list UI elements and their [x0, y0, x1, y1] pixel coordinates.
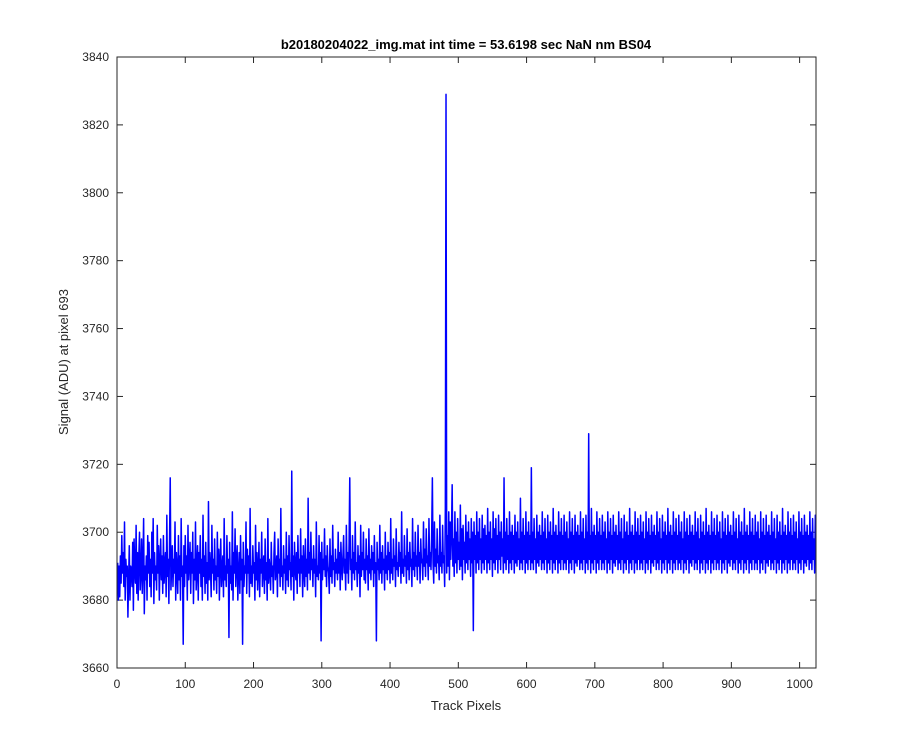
y-tick-label: 3780 — [82, 254, 109, 268]
y-tick-label: 3680 — [82, 593, 109, 607]
y-axis-label: Signal (ADU) at pixel 693 — [56, 289, 71, 435]
x-tick-label: 900 — [721, 677, 741, 691]
y-tick-label: 3740 — [82, 389, 109, 403]
x-axis: 0 100 200 300 400 500 600 700 800 900 1000 — [114, 57, 813, 691]
y-axis: 3660 3680 3700 3720 3740 3760 3780 3800 3820 3840 — [82, 50, 816, 675]
y-tick-label: 3700 — [82, 525, 109, 539]
axes-box — [116, 56, 817, 669]
x-tick-label: 0 — [114, 677, 121, 691]
x-tick-label: 400 — [380, 677, 400, 691]
y-tick-label: 3720 — [82, 457, 109, 471]
chart-title: b20180204022_img.mat int time = 53.6198 … — [281, 37, 652, 52]
series-line — [117, 93, 816, 645]
y-tick-label: 3800 — [82, 186, 109, 200]
plot-clip-group — [117, 93, 816, 645]
x-tick-label: 100 — [175, 677, 195, 691]
x-tick-label: 1000 — [786, 677, 813, 691]
x-tick-label: 300 — [312, 677, 332, 691]
x-tick-label: 700 — [585, 677, 605, 691]
y-tick-label: 3660 — [82, 661, 109, 675]
x-tick-label: 600 — [517, 677, 537, 691]
y-tick-label: 3760 — [82, 322, 109, 336]
x-tick-label: 200 — [244, 677, 264, 691]
x-tick-label: 500 — [448, 677, 468, 691]
x-tick-label: 800 — [653, 677, 673, 691]
x-axis-label: Track Pixels — [431, 698, 502, 713]
y-tick-label: 3840 — [82, 50, 109, 64]
y-tick-label: 3820 — [82, 118, 109, 132]
